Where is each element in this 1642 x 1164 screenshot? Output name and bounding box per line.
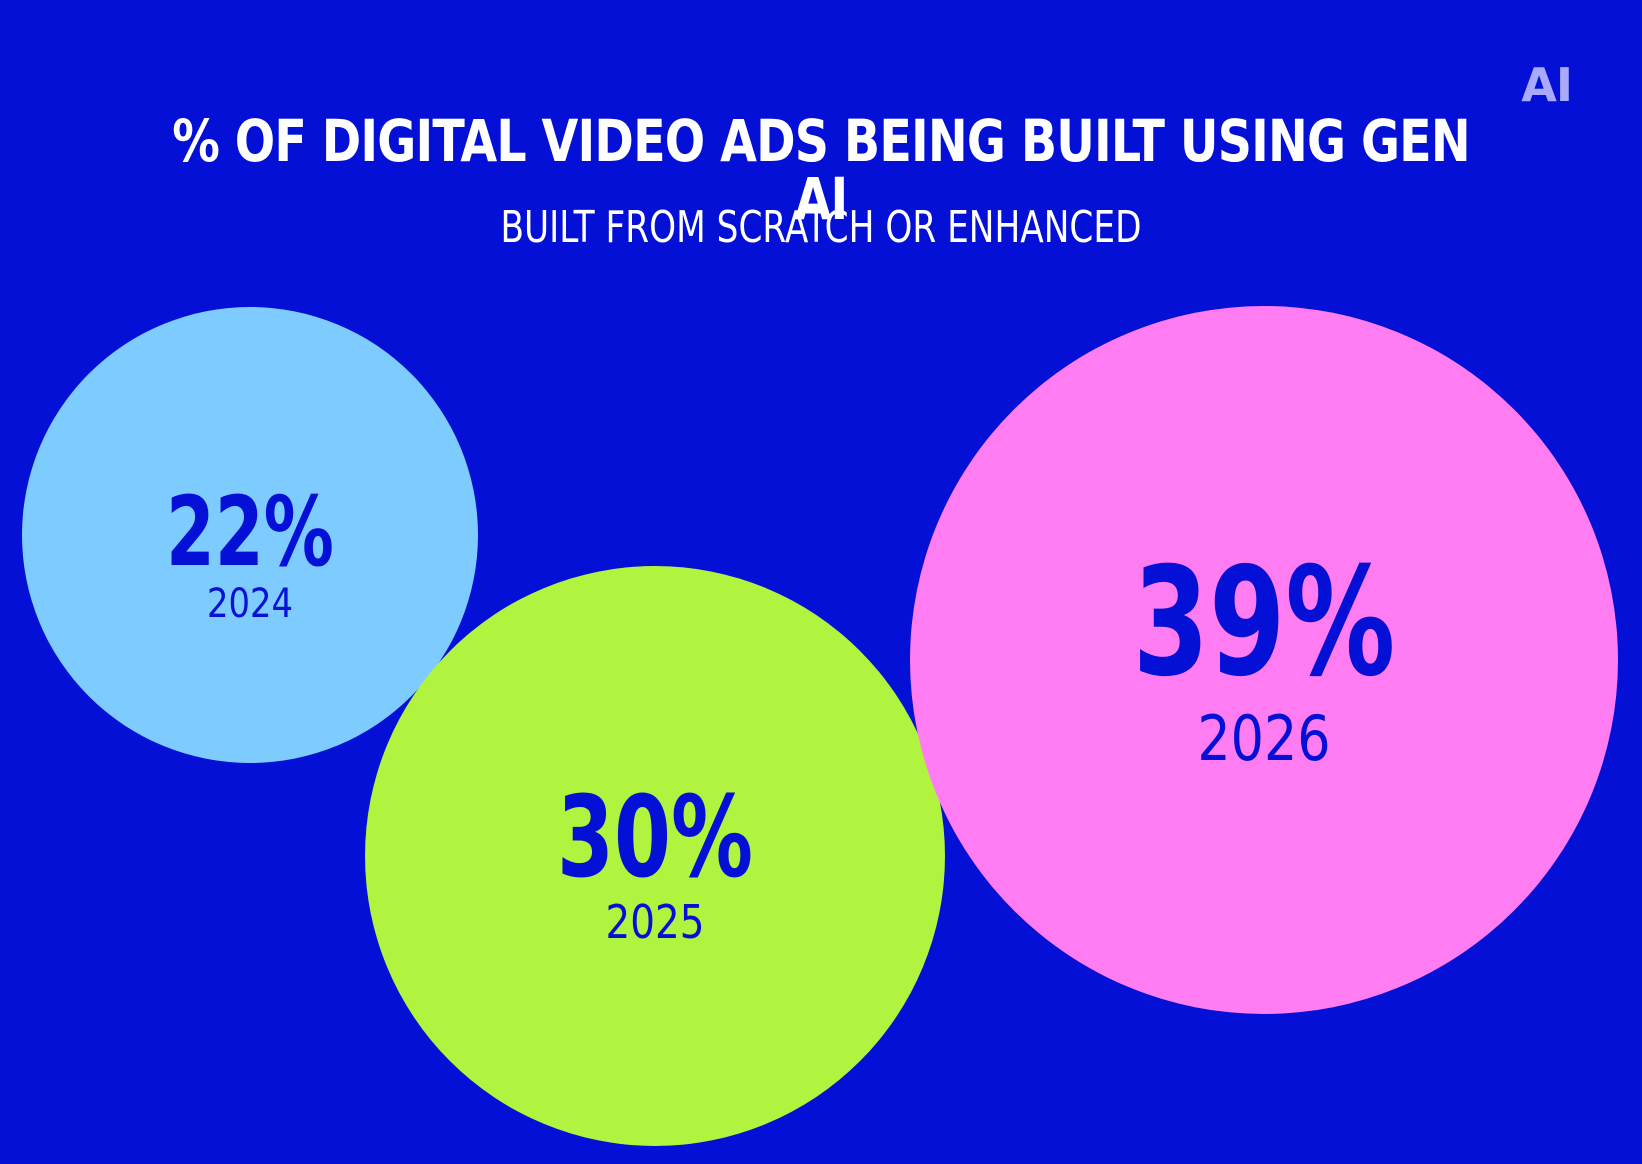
bubble-value-2024: 22% [166, 476, 334, 588]
bubble-value-2026: 39% [1133, 536, 1396, 710]
chart-title: % OF DIGITAL VIDEO ADS BEING BUILT USING… [172, 107, 1470, 233]
bubble-2024 [22, 307, 478, 763]
bubble-year-2026: 2026 [1197, 702, 1330, 775]
bubble-year-2025: 2025 [606, 895, 705, 949]
brand-logo: AI [1521, 58, 1573, 112]
bubble-2026 [910, 306, 1618, 1014]
bubble-2025 [365, 566, 945, 1146]
bubble-year-2024: 2024 [207, 581, 293, 627]
bubble-value-2025: 30% [557, 773, 753, 903]
chart-subtitle: BUILT FROM SCRATCH OR ENHANCED [500, 202, 1142, 253]
